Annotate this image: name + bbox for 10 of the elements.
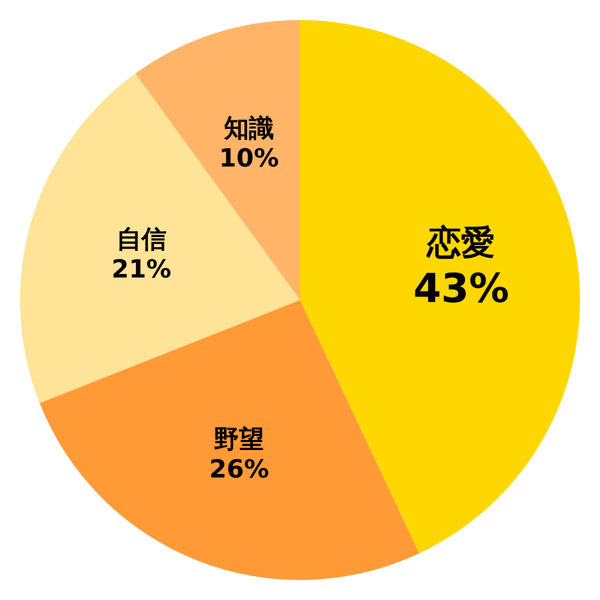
- data-label: 21%: [111, 254, 172, 284]
- data-label: 26%: [209, 454, 270, 484]
- pie-slice: [20, 73, 300, 404]
- data-label: 43%: [413, 266, 510, 312]
- slice-label: 野望: [214, 424, 264, 454]
- pie-slice: [300, 20, 580, 554]
- slice-label: 恋愛: [426, 222, 496, 263]
- slice-label: 知識: [222, 114, 274, 143]
- data-label: 10%: [219, 144, 279, 173]
- slice-label: 自信: [116, 224, 166, 254]
